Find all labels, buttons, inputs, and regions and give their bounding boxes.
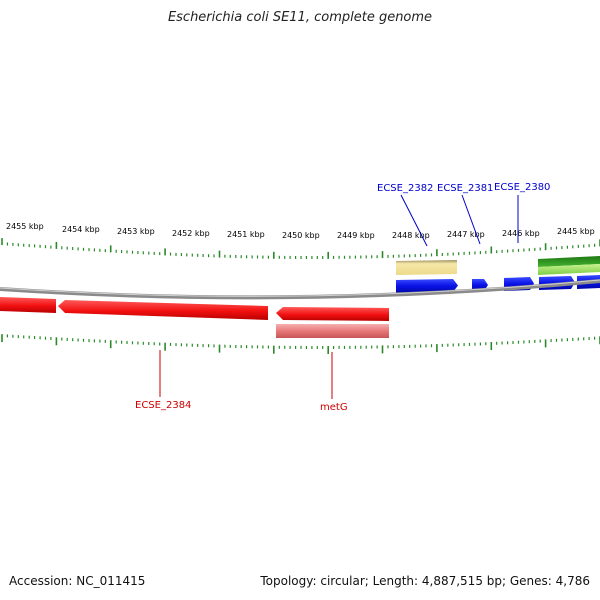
tick-label: 2450 kbp bbox=[282, 231, 320, 240]
gene-label-ecse-2382[interactable]: ECSE_2382 bbox=[377, 183, 433, 194]
tick-label: 2451 kbp bbox=[227, 230, 265, 239]
genome-title: Escherichia coli SE11, complete genome bbox=[167, 10, 433, 25]
genome-backbone bbox=[0, 279, 600, 300]
forward-feature-green[interactable] bbox=[538, 256, 600, 267]
scale-labels: 2455 kbp 2454 kbp 2453 kbp 2452 kbp 2451… bbox=[6, 222, 595, 240]
genome-stats-text: Topology: circular; Length: 4,887,515 bp… bbox=[260, 574, 590, 588]
gene-arrow-ecse-2382[interactable] bbox=[396, 279, 458, 293]
gene-label-ecse-2384[interactable]: ECSE_2384 bbox=[135, 400, 191, 411]
tick-label: 2448 kbp bbox=[392, 231, 430, 240]
inner-tick-ring bbox=[1, 334, 600, 354]
gene-label-metg[interactable]: metG bbox=[320, 402, 348, 413]
gene-arrow-metg[interactable] bbox=[276, 307, 389, 321]
tick-label: 2452 kbp bbox=[172, 229, 210, 238]
reverse-strand-features bbox=[0, 297, 389, 338]
tick-label: 2455 kbp bbox=[6, 222, 44, 231]
tick-label: 2454 kbp bbox=[62, 225, 100, 234]
gene-label-ecse-2381[interactable]: ECSE_2381 bbox=[437, 183, 493, 194]
accession-text: Accession: NC_011415 bbox=[9, 574, 146, 588]
tick-label: 2447 kbp bbox=[447, 230, 485, 239]
genome-backbone-highlight bbox=[0, 279, 600, 297]
gene-arrow-ecse-2384[interactable] bbox=[58, 300, 268, 320]
gene-labels: ECSE_2382 ECSE_2381 ECSE_2380 ECSE_2384 … bbox=[135, 182, 550, 413]
label-leader-lines bbox=[159, 194, 519, 399]
outer-tick-ring bbox=[1, 238, 600, 259]
tick-label: 2445 kbp bbox=[557, 227, 595, 236]
gene-label-ecse-2380[interactable]: ECSE_2380 bbox=[494, 182, 550, 193]
reverse-feature-light[interactable] bbox=[276, 324, 389, 338]
gene-arrow-partial-left[interactable] bbox=[0, 297, 56, 313]
tick-label: 2453 kbp bbox=[117, 227, 155, 236]
tick-label: 2449 kbp bbox=[337, 231, 375, 240]
forward-feature-lightgreen[interactable] bbox=[538, 264, 600, 275]
tick-label: 2446 kbp bbox=[502, 229, 540, 238]
forward-feature-tan[interactable] bbox=[396, 260, 457, 275]
gene-arrow-ecse-2381[interactable] bbox=[472, 279, 488, 291]
